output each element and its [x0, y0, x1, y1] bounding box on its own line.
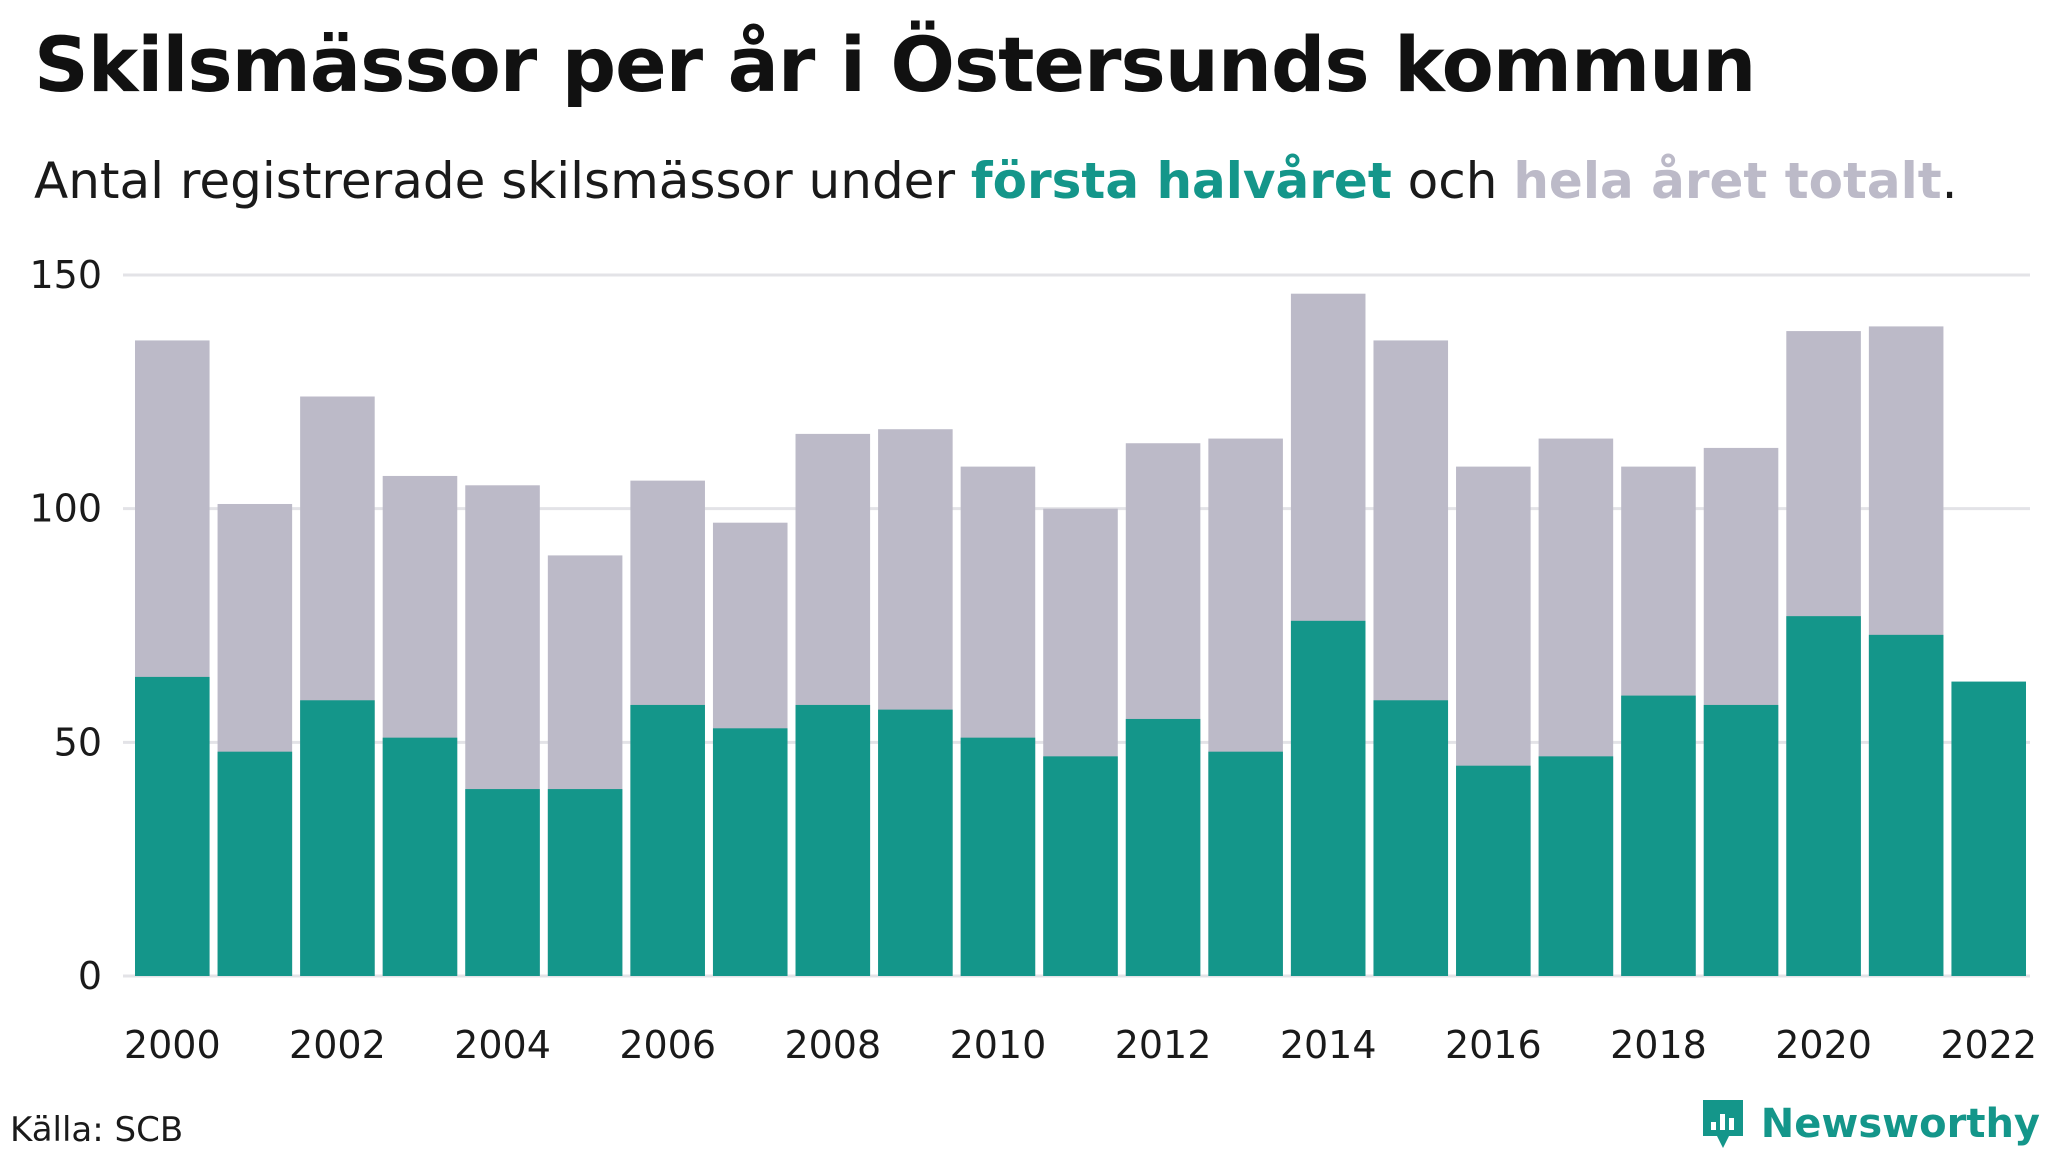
bar-first-half-2002 — [300, 700, 375, 976]
x-tick-label-2020: 2020 — [1775, 1023, 1872, 1067]
y-tick-label-150: 150 — [29, 253, 102, 297]
bar-first-half-2006 — [630, 704, 705, 976]
subtitle-suffix: . — [1941, 152, 1958, 210]
legend-full-year: hela året totalt — [1513, 152, 1942, 210]
bar-first-half-2003 — [382, 737, 458, 976]
bar-first-half-2005 — [547, 789, 623, 976]
bar-first-half-2012 — [1125, 718, 1201, 976]
chart-subtitle: Antal registrerade skilsmässor under för… — [34, 152, 1958, 210]
chart-title: Skilsmässor per år i Östersunds kommun — [34, 20, 1756, 109]
brand-name: Newsworthy — [1760, 1101, 2040, 1147]
x-tick-label-2016: 2016 — [1445, 1023, 1542, 1067]
bars — [135, 293, 2026, 977]
bar-first-half-2001 — [217, 751, 293, 976]
bar-first-half-2004 — [465, 789, 540, 976]
x-tick-label-2002: 2002 — [289, 1023, 386, 1067]
bar-first-half-2013 — [1208, 751, 1283, 976]
bar-first-half-2016 — [1456, 765, 1531, 976]
y-axis-ticks: 0 50 100 150 — [29, 253, 102, 998]
bar-first-half-2022 — [1951, 681, 2026, 976]
x-axis-ticks: 2000 2002 2004 2006 2008 2010 2012 2014 2016 2018… — [124, 1023, 2037, 1067]
bar-first-half-2009 — [878, 709, 953, 976]
bar-first-half-2010 — [960, 737, 1036, 976]
subtitle-prefix: Antal registrerade skilsmässor under — [34, 152, 971, 210]
x-tick-label-2006: 2006 — [619, 1023, 716, 1067]
y-tick-label-0: 0 — [78, 954, 102, 998]
source-note: Källa: SCB — [10, 1110, 184, 1150]
bar-first-half-2007 — [712, 728, 788, 976]
newsworthy-logo-icon — [1702, 1100, 1743, 1148]
x-tick-label-2000: 2000 — [124, 1023, 221, 1067]
bar-first-half-2019 — [1703, 704, 1779, 976]
bar-first-half-2011 — [1043, 756, 1118, 976]
bar-first-half-2018 — [1621, 695, 1696, 976]
subtitle-middle: och — [1391, 152, 1514, 210]
x-tick-label-2018: 2018 — [1610, 1023, 1707, 1067]
legend-first-half: första halvåret — [970, 152, 1392, 210]
x-tick-label-2010: 2010 — [950, 1023, 1047, 1067]
y-tick-label-50: 50 — [54, 720, 102, 764]
x-tick-label-2008: 2008 — [784, 1023, 881, 1067]
x-tick-label-2014: 2014 — [1280, 1023, 1377, 1067]
y-tick-label-100: 100 — [29, 487, 102, 531]
bar-first-half-2020 — [1786, 616, 1861, 976]
x-tick-label-2004: 2004 — [454, 1023, 551, 1067]
bar-first-half-2014 — [1290, 620, 1366, 976]
bar-first-half-2000 — [135, 676, 210, 976]
bar-first-half-2015 — [1373, 700, 1449, 976]
x-tick-label-2022: 2022 — [1940, 1023, 2037, 1067]
brand-logo: Newsworthy — [1699, 1096, 2040, 1152]
x-tick-label-2012: 2012 — [1115, 1023, 1212, 1067]
bar-first-half-2008 — [795, 704, 871, 976]
bar-first-half-2021 — [1868, 634, 1944, 976]
bar-first-half-2017 — [1538, 756, 1614, 976]
